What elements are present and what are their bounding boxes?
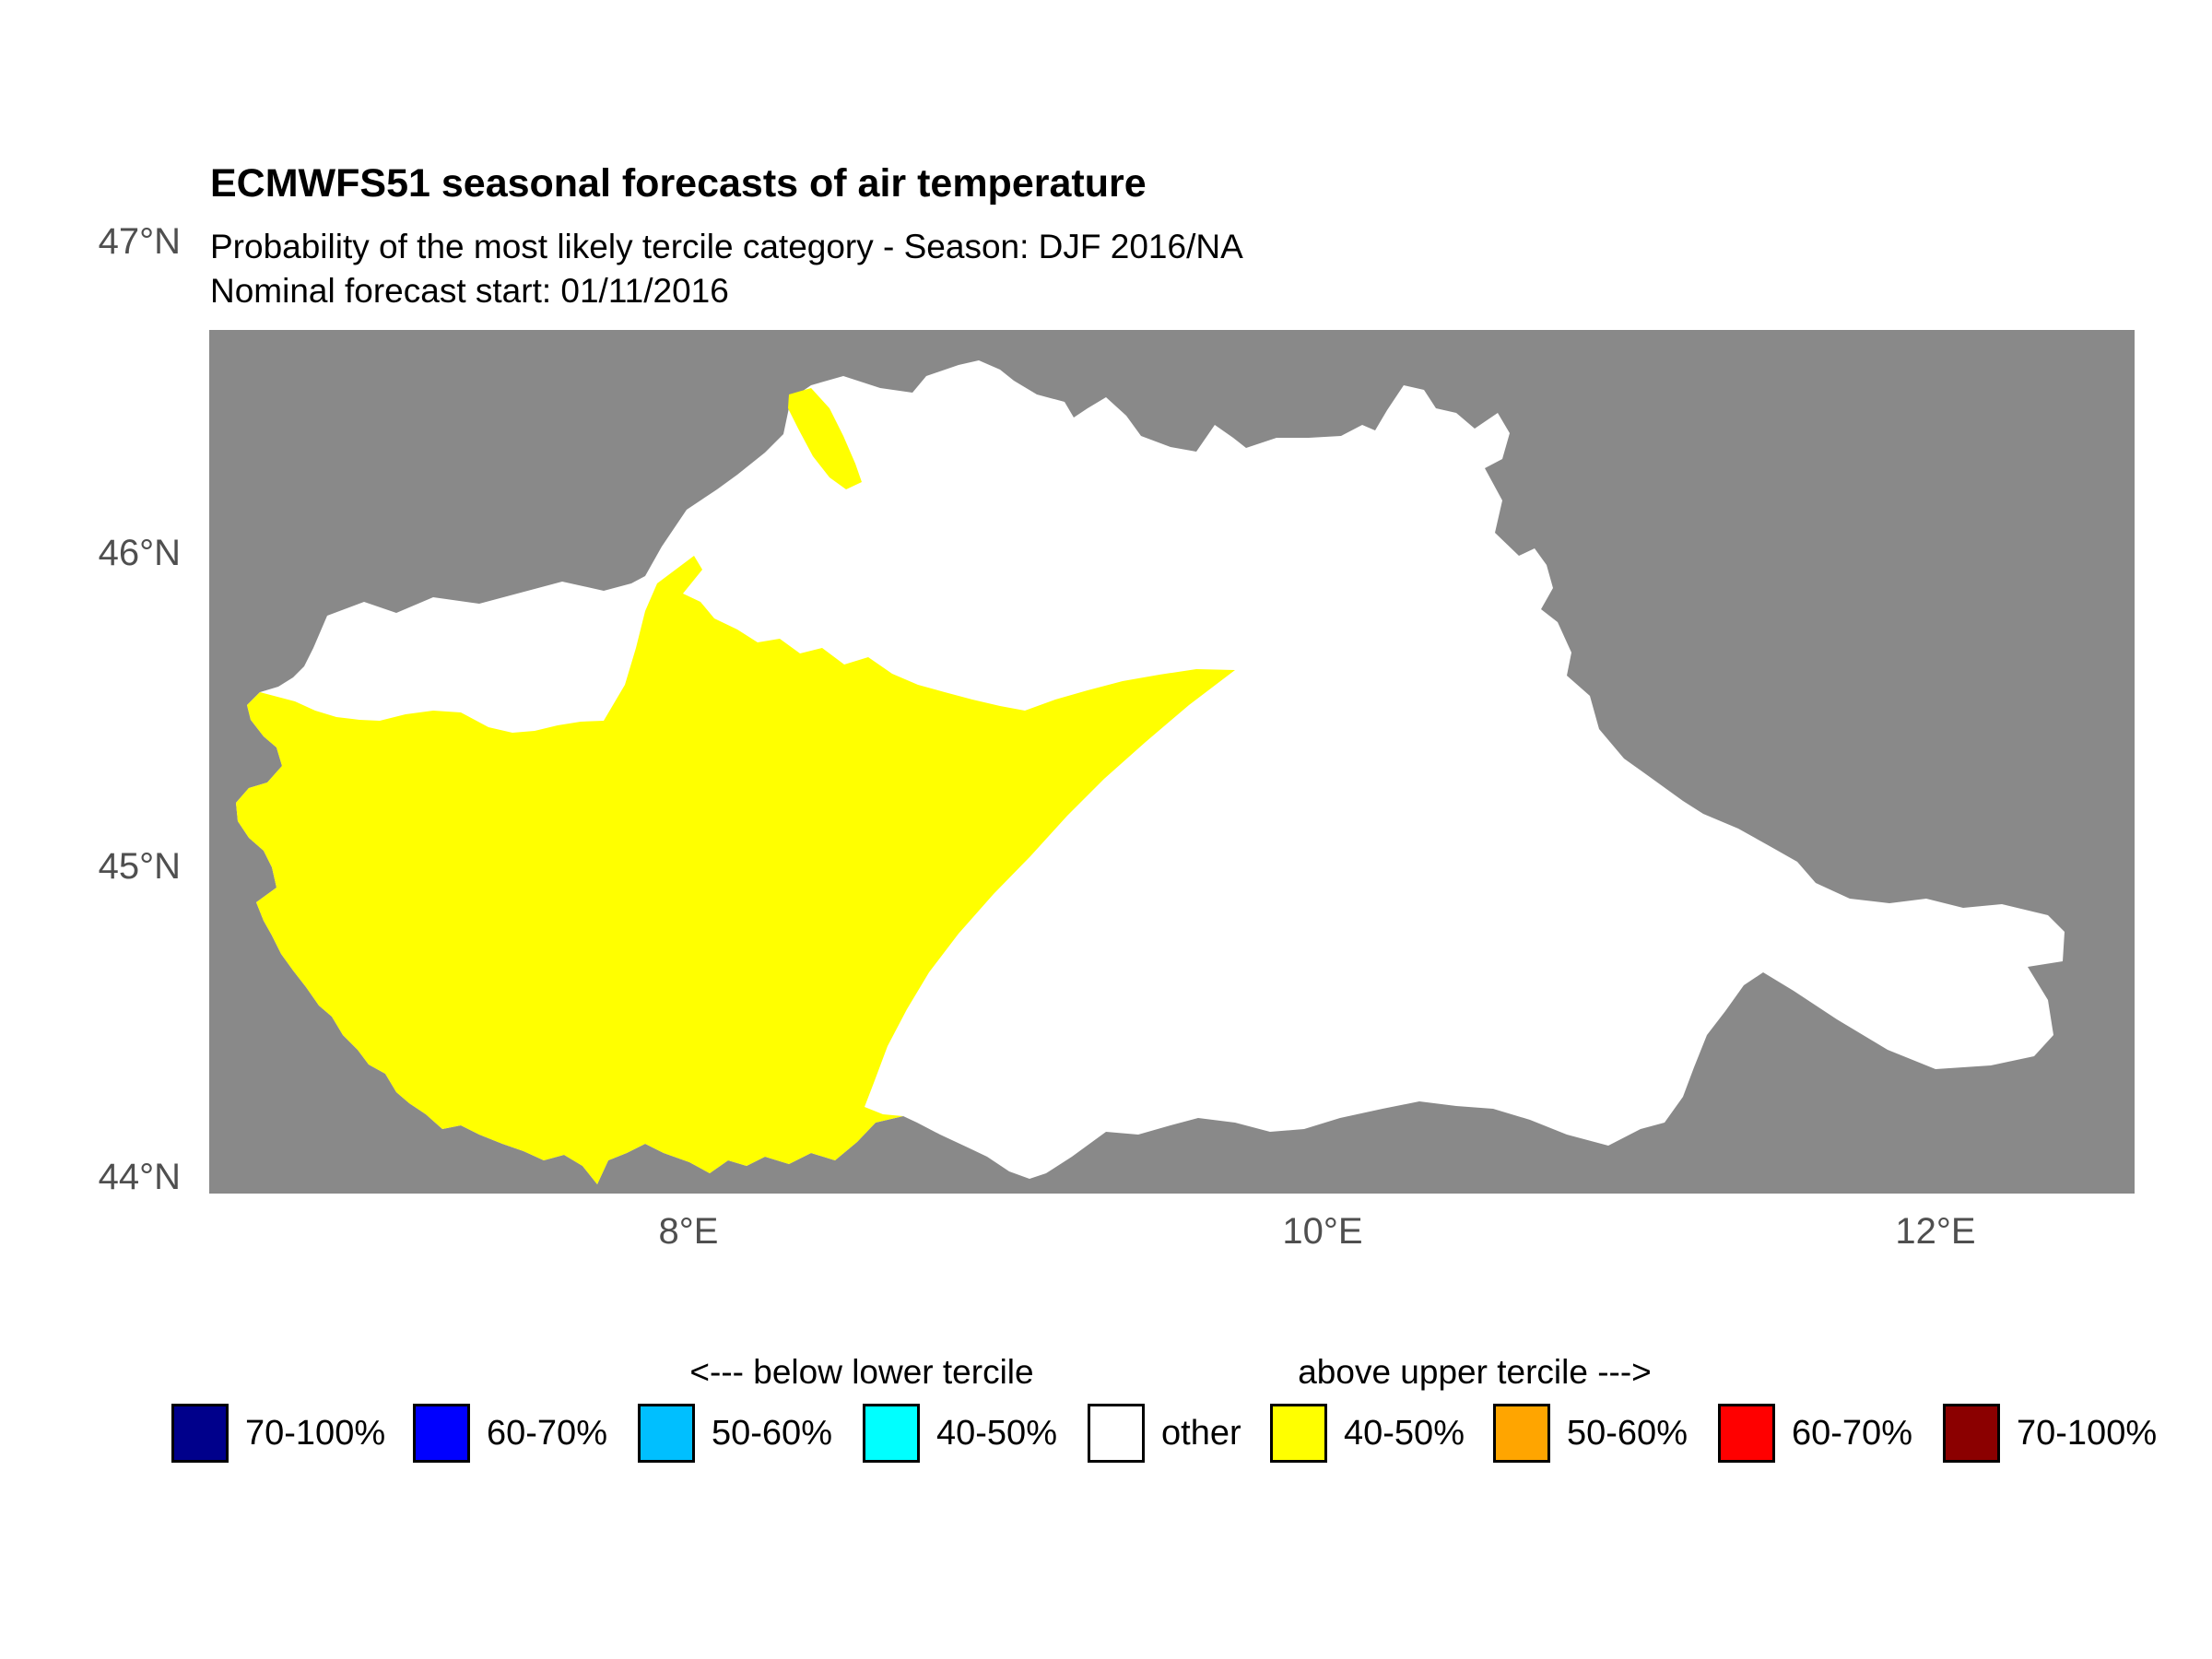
y-tick-44n: 44°N	[98, 1157, 181, 1197]
y-tick-45n: 45°N	[98, 846, 181, 887]
legend-header-below-tercile: <--- below lower tercile	[689, 1353, 1034, 1391]
legend-item: 40-50%	[1270, 1404, 1465, 1463]
y-tick-47n: 47°N	[98, 221, 181, 262]
legend-item-label: other	[1161, 1414, 1241, 1453]
subtitle-forecast-start: Nominal forecast start: 01/11/2016	[210, 272, 729, 310]
legend-swatch	[1493, 1404, 1550, 1463]
legend-swatch	[863, 1404, 920, 1463]
legend-item-label: 60-70%	[1792, 1414, 1912, 1453]
legend-item-label: 40-50%	[936, 1414, 1057, 1453]
legend-swatch	[1270, 1404, 1327, 1463]
legend-item-label: 50-60%	[1567, 1414, 1688, 1453]
legend-item: 70-100%	[1943, 1404, 2157, 1463]
legend-header-above-tercile: above upper tercile --->	[1298, 1353, 1652, 1391]
legend-swatch	[171, 1404, 229, 1463]
x-tick-12e: 12°E	[1895, 1211, 1976, 1252]
legend-swatch	[1088, 1404, 1145, 1463]
x-tick-10e: 10°E	[1282, 1211, 1363, 1252]
region-above-tercile-north-sliver	[788, 388, 862, 489]
legend-swatch	[638, 1404, 695, 1463]
legend-item: 50-60%	[638, 1404, 832, 1463]
legend-swatch	[1943, 1404, 2000, 1463]
legend-item: 70-100%	[171, 1404, 385, 1463]
legend-item-label: 60-70%	[487, 1414, 607, 1453]
legend-item: 60-70%	[413, 1404, 607, 1463]
legend-item: other	[1088, 1404, 1241, 1463]
region-above-tercile-west	[236, 556, 1235, 1184]
forecast-map-svg	[209, 330, 2135, 1194]
legend-swatch	[1718, 1404, 1775, 1463]
subtitle-season: Probability of the most likely tercile c…	[210, 228, 1243, 265]
legend-item: 60-70%	[1718, 1404, 1912, 1463]
legend-item-label: 50-60%	[712, 1414, 832, 1453]
legend-item-label: 40-50%	[1344, 1414, 1465, 1453]
legend-item: 40-50%	[863, 1404, 1057, 1463]
x-tick-8e: 8°E	[658, 1211, 719, 1252]
page-title: ECMWFS51 seasonal forecasts of air tempe…	[210, 161, 1147, 206]
legend-item-label: 70-100%	[245, 1414, 386, 1453]
legend-item-label: 70-100%	[2017, 1414, 2158, 1453]
legend-item: 50-60%	[1493, 1404, 1688, 1463]
y-tick-46n: 46°N	[98, 533, 181, 573]
map-plot-area	[209, 330, 2135, 1194]
legend-swatch	[413, 1404, 470, 1463]
